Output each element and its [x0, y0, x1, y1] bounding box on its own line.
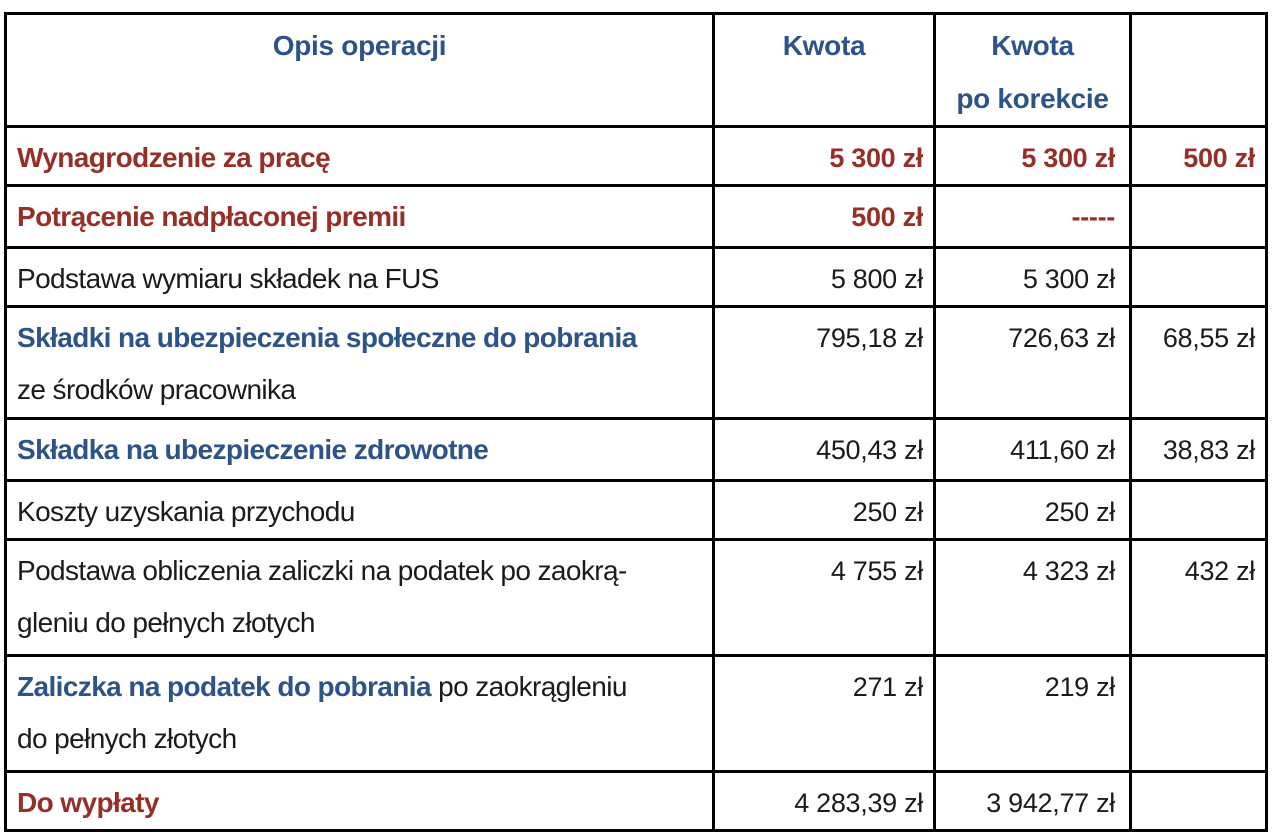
cell-kwota: 250 zł	[712, 479, 936, 541]
row-label-part: Podstawa wymiaru składek na FUS	[17, 263, 439, 294]
cell-opis-operacji: Podstawa wymiaru składek na FUS	[4, 246, 715, 308]
cell-kwota-po-korekcie: 219 zł	[933, 654, 1132, 773]
payroll-correction-table: Opis operacji Kwota Kwota po korekcie Wy…	[4, 12, 1268, 832]
row-label-part: Potrącenie nadpłaconej premii	[17, 201, 406, 232]
row-label-part: Składki na ubezpieczenia społeczne do po…	[17, 322, 637, 353]
table-row: Koszty uzyskania przychodu 250 zł 250 zł	[4, 479, 1268, 541]
row-label-part: po zaokrągleniu	[430, 671, 627, 702]
row-label-part: Zaliczka na podatek do pobrania	[17, 671, 432, 702]
header-korekta-label-line1: Kwota	[991, 30, 1074, 61]
cell-kwota-po-korekcie: 5 300 zł	[933, 246, 1132, 308]
cell-kwota: 5 800 zł	[712, 246, 936, 308]
row-label-part: Koszty uzyskania przychodu	[17, 496, 355, 527]
cell-difference: 68,55 zł	[1129, 305, 1268, 420]
table-row: Podstawa obliczenia zaliczki na podatek …	[4, 538, 1268, 657]
table-row: Wynagrodzenie za pracę 5 300 zł 5 300 zł 50…	[4, 125, 1268, 187]
table-row: Potrącenie nadpłaconej premii 500 zł -----	[4, 184, 1268, 249]
cell-kwota-po-korekcie: -----	[933, 184, 1132, 249]
cell-opis-operacji: Składki na ubezpieczenia społeczne do po…	[4, 305, 715, 420]
header-kwota-label: Kwota	[782, 30, 866, 61]
cell-kwota-po-korekcie: 726,63 zł	[933, 305, 1132, 420]
cell-opis-operacji: Wynagrodzenie za pracę	[4, 125, 715, 187]
table-row: Podstawa wymiaru składek na FUS 5 800 zł 5…	[4, 246, 1268, 308]
cell-kwota: 5 300 zł	[712, 125, 936, 187]
header-korekta-label-line2: po korekcie	[956, 83, 1109, 114]
cell-kwota-po-korekcie: 411,60 zł	[933, 417, 1132, 482]
cell-difference	[1129, 770, 1268, 832]
cell-opis-operacji: Podstawa obliczenia zaliczki na podatek …	[4, 538, 715, 657]
row-label-part: gleniu do pełnych złotych	[17, 607, 315, 638]
row-label-part: Podstawa obliczenia zaliczki na podatek …	[17, 555, 627, 586]
table-row: Do wypłaty 4 283,39 zł 3 942,77 zł	[4, 770, 1268, 832]
cell-kwota: 500 zł	[712, 184, 936, 249]
cell-kwota: 4 283,39 zł	[712, 770, 936, 832]
header-opis-label: Opis operacji	[272, 30, 447, 61]
header-opis-operacji: Opis operacji	[4, 12, 715, 128]
header-kwota-po-korekcie: Kwota po korekcie	[933, 12, 1132, 128]
row-label-part: Wynagrodzenie za pracę	[17, 142, 331, 173]
table-body: Wynagrodzenie za pracę 5 300 zł 5 300 zł 50…	[4, 125, 1268, 832]
header-kwota: Kwota	[712, 12, 936, 128]
cell-difference	[1129, 184, 1268, 249]
cell-difference	[1129, 246, 1268, 308]
cell-kwota-po-korekcie: 4 323 zł	[933, 538, 1132, 657]
table-row: Składki na ubezpieczenia społeczne do po…	[4, 305, 1268, 420]
cell-opis-operacji: Składka na ubezpieczenie zdrowotne	[4, 417, 715, 482]
row-label-part: do pełnych złotych	[17, 723, 237, 754]
table-row: Składka na ubezpieczenie zdrowotne 450,43…	[4, 417, 1268, 482]
row-label-part: ze środków pracownika	[17, 374, 296, 405]
header-row: Opis operacji Kwota Kwota po korekcie	[4, 12, 1268, 128]
row-label-part: Składka na ubezpieczenie zdrowotne	[17, 434, 489, 465]
cell-kwota: 450,43 zł	[712, 417, 936, 482]
cell-kwota: 271 zł	[712, 654, 936, 773]
cell-opis-operacji: Koszty uzyskania przychodu	[4, 479, 715, 541]
cell-kwota-po-korekcie: 250 zł	[933, 479, 1132, 541]
cell-opis-operacji: Do wypłaty	[4, 770, 715, 832]
cell-kwota-po-korekcie: 3 942,77 zł	[933, 770, 1132, 832]
cell-difference	[1129, 479, 1268, 541]
cell-difference	[1129, 654, 1268, 773]
row-label-part: Do wypłaty	[17, 787, 159, 818]
header-empty	[1129, 12, 1268, 128]
cell-kwota: 4 755 zł	[712, 538, 936, 657]
cell-difference: 38,83 zł	[1129, 417, 1268, 482]
cell-opis-operacji: Zaliczka na podatek do pobrania po zaokr…	[4, 654, 715, 773]
cell-kwota-po-korekcie: 5 300 zł	[933, 125, 1132, 187]
cell-opis-operacji: Potrącenie nadpłaconej premii	[4, 184, 715, 249]
cell-difference: 432 zł	[1129, 538, 1268, 657]
cell-kwota: 795,18 zł	[712, 305, 936, 420]
cell-difference: 500 zł	[1129, 125, 1268, 187]
table-row: Zaliczka na podatek do pobrania po zaokr…	[4, 654, 1268, 773]
